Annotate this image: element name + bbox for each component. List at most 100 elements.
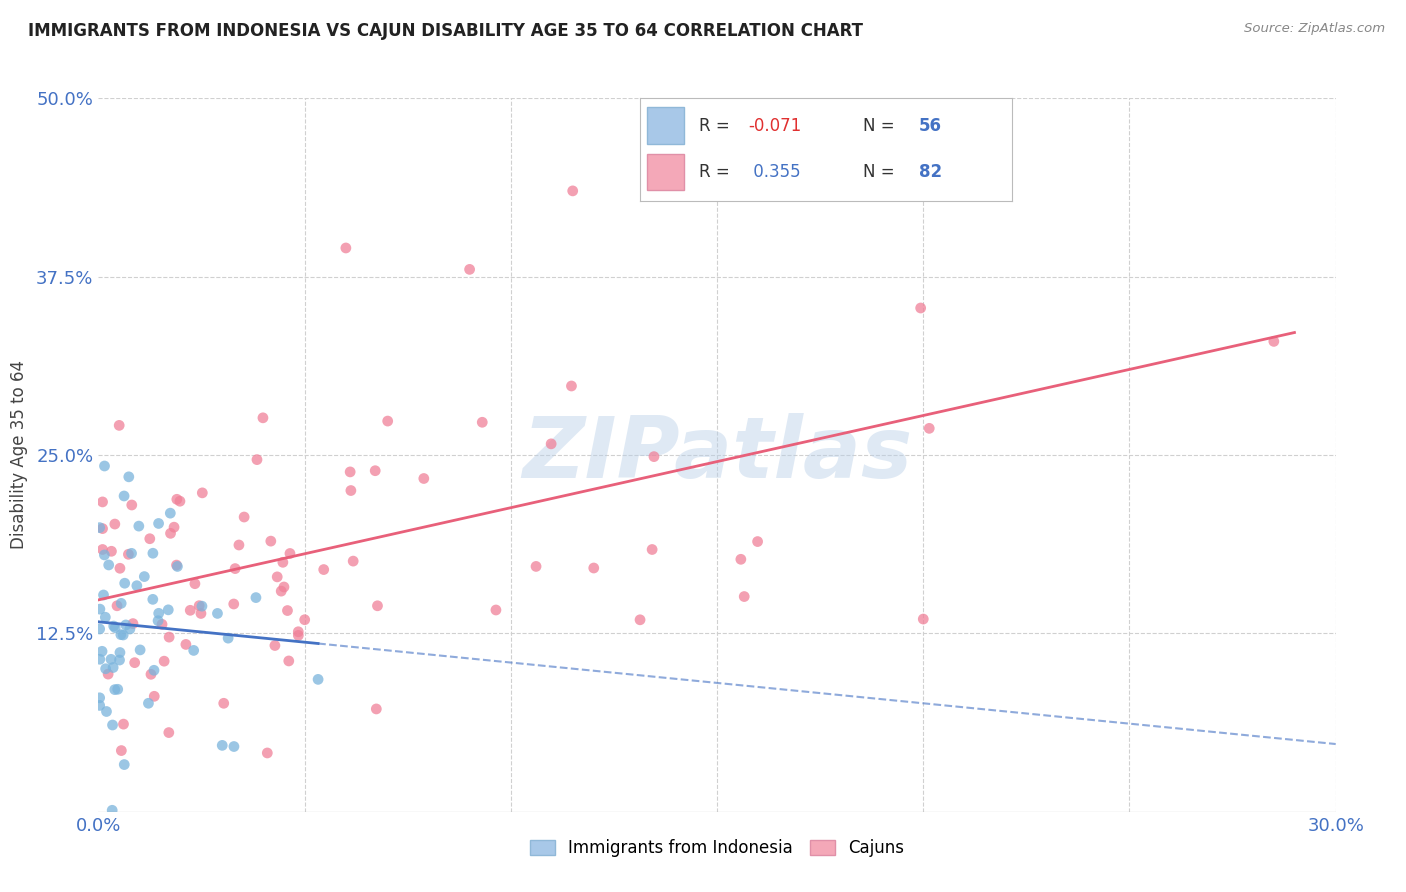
Point	[270, 584, 292, 599]
Point	[277, 654, 299, 668]
Point	[163, 520, 186, 534]
Point	[540, 437, 562, 451]
Point	[97, 558, 120, 572]
Text: R =: R =	[699, 163, 735, 181]
Point	[122, 616, 145, 631]
Point	[110, 596, 132, 610]
Point	[643, 450, 665, 464]
Point	[312, 563, 335, 577]
Point	[191, 599, 214, 614]
Point	[129, 643, 152, 657]
Point	[91, 495, 114, 509]
Point	[121, 498, 143, 512]
Point	[104, 682, 127, 697]
Point	[97, 667, 120, 681]
Point	[112, 489, 135, 503]
Point	[93, 458, 115, 473]
Point	[273, 580, 295, 594]
Point	[93, 548, 115, 562]
Point	[96, 705, 118, 719]
Point	[339, 465, 361, 479]
Point	[142, 592, 165, 607]
Point	[157, 603, 180, 617]
Point	[245, 591, 267, 605]
Legend: Immigrants from Indonesia, Cajuns: Immigrants from Indonesia, Cajuns	[523, 833, 911, 864]
Point	[287, 624, 309, 639]
Point	[105, 599, 128, 613]
Point	[125, 579, 148, 593]
Point	[89, 622, 111, 636]
Point	[166, 558, 188, 572]
Point	[458, 262, 481, 277]
Text: IMMIGRANTS FROM INDONESIA VS CAJUN DISABILITY AGE 35 TO 64 CORRELATION CHART: IMMIGRANTS FROM INDONESIA VS CAJUN DISAB…	[28, 22, 863, 40]
Point	[118, 622, 141, 636]
Point	[117, 547, 139, 561]
Point	[233, 510, 256, 524]
Text: N =: N =	[863, 117, 900, 135]
Point	[222, 597, 245, 611]
Point	[188, 599, 211, 613]
Point	[143, 690, 166, 704]
Text: R =: R =	[699, 117, 735, 135]
Point	[183, 643, 205, 657]
Point	[217, 631, 239, 645]
Point	[89, 690, 111, 705]
Point	[335, 241, 357, 255]
Point	[138, 696, 160, 710]
Text: 82: 82	[920, 163, 942, 181]
Point	[169, 494, 191, 508]
Point	[89, 698, 111, 713]
Point	[294, 613, 316, 627]
Point	[485, 603, 508, 617]
Point	[142, 546, 165, 560]
Point	[179, 603, 201, 617]
Point	[103, 619, 125, 633]
Point	[264, 639, 287, 653]
Point	[89, 602, 111, 616]
Point	[366, 702, 388, 716]
Point	[150, 617, 173, 632]
Point	[153, 654, 176, 668]
Text: N =: N =	[863, 163, 900, 181]
Point	[112, 757, 135, 772]
Point	[307, 673, 329, 687]
FancyBboxPatch shape	[647, 107, 685, 145]
Point	[108, 561, 131, 575]
Point	[224, 561, 246, 575]
Text: Source: ZipAtlas.com: Source: ZipAtlas.com	[1244, 22, 1385, 36]
Point	[139, 532, 162, 546]
Point	[628, 613, 651, 627]
Point	[148, 607, 170, 621]
Point	[174, 637, 197, 651]
Point	[94, 610, 117, 624]
Point	[114, 618, 136, 632]
Point	[278, 546, 301, 560]
Text: 0.355: 0.355	[748, 163, 800, 181]
Point	[100, 544, 122, 558]
Point	[118, 470, 141, 484]
Y-axis label: Disability Age 35 to 64: Disability Age 35 to 64	[10, 360, 28, 549]
Point	[166, 492, 188, 507]
Point	[101, 660, 124, 674]
Point	[124, 656, 146, 670]
Point	[89, 652, 111, 666]
Point	[100, 652, 122, 666]
Point	[524, 559, 547, 574]
Point	[166, 559, 188, 574]
Point	[287, 628, 309, 642]
FancyBboxPatch shape	[647, 153, 685, 190]
Point	[366, 599, 388, 613]
Point	[91, 522, 114, 536]
Point	[89, 521, 111, 535]
Point	[112, 628, 135, 642]
Point	[256, 746, 278, 760]
Point	[121, 546, 143, 560]
Point	[159, 506, 181, 520]
Point	[228, 538, 250, 552]
Point	[110, 743, 132, 757]
Point	[190, 607, 212, 621]
Point	[104, 621, 127, 635]
Point	[157, 630, 180, 644]
Point	[91, 542, 114, 557]
Point	[471, 415, 494, 429]
